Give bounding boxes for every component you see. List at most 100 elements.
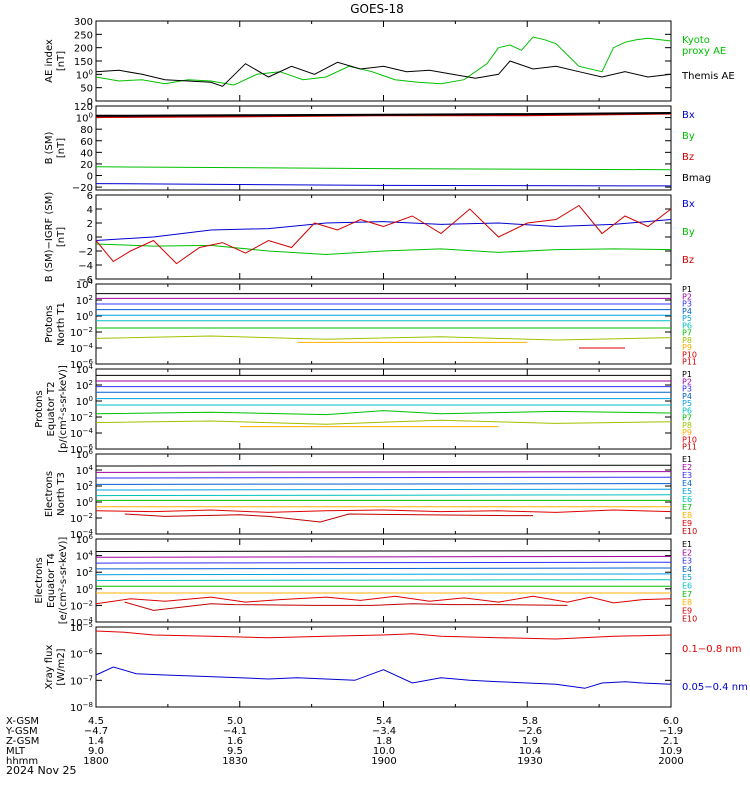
x-value-label: −2.6 (518, 726, 542, 737)
y-axis-label: [nT] (56, 138, 67, 158)
y-tick-label: 10−6 (70, 443, 94, 456)
series-line-0-1-0-8-nm (95, 630, 672, 640)
y-tick-label: 10−5 (70, 621, 93, 634)
y-tick-label: −4 (78, 261, 93, 272)
y-axis-label: [p/(cm²-s-sr-keV)] (58, 365, 69, 453)
x-value-label: −1.9 (659, 726, 683, 737)
legend: Bx By Bz (682, 199, 695, 266)
panel-frame (95, 20, 672, 102)
y-tick-label: 20 (80, 160, 93, 171)
series-line-e2 (95, 471, 672, 473)
y-axis-label: [nT] (56, 51, 67, 71)
legend-label: P2 (682, 292, 692, 301)
y-tick-label: 10−4 (70, 616, 94, 629)
legend-label: E10 (682, 615, 697, 624)
series-line-e9 (95, 595, 672, 605)
y-tick-label: 250 (74, 30, 93, 41)
y-tick-label: 60 (80, 137, 93, 148)
y-tick-label: 80 (80, 125, 93, 136)
series-line-e3 (95, 476, 672, 479)
y-tick-label: 2 (87, 219, 93, 230)
y-tick-label: 10−4 (70, 528, 94, 541)
y-tick-label: 100 (76, 583, 93, 596)
series-line-p7 (95, 410, 672, 416)
series-line-e5 (95, 488, 672, 491)
y-tick-label: 6 (87, 191, 93, 202)
y-axis-label: Protons (44, 305, 55, 342)
legend-label: E9 (682, 519, 692, 528)
y-tick-label: 50 (80, 84, 93, 95)
legend-label: E2 (682, 463, 692, 472)
series-line-bmag (95, 112, 672, 117)
y-tick-label: 102 (76, 566, 93, 579)
series-line-e10 (124, 513, 533, 523)
series-line-0-05-0-4-nm (95, 666, 672, 689)
legend-label: P11 (682, 358, 697, 367)
panel-frame (95, 626, 672, 708)
series-line-kyoto-proxy-ae (95, 36, 672, 86)
y-tick-label: 102 (76, 480, 93, 493)
y-tick-label: 0 (87, 233, 93, 244)
y-axis-label: [e/(cm²-s-sr-keV)] (58, 537, 69, 625)
y-tick-label: 10−6 (70, 358, 94, 371)
legend: Kyoto proxy AE Themis AE (681, 35, 735, 82)
x-value-label: 9.5 (227, 746, 243, 757)
x-value-label: 1.6 (227, 736, 243, 747)
y-tick-label: 150 (74, 57, 93, 68)
legend-label: P10 (682, 435, 697, 444)
y-tick-label: 4 (87, 205, 93, 216)
y-tick-label: 102 (76, 294, 93, 307)
legend-label: E3 (682, 471, 692, 480)
x-value-label: 1900 (371, 756, 396, 767)
y-axis-label: North T3 (56, 472, 67, 516)
y-axis-label: Electrons (44, 471, 55, 517)
legend-label: E4 (682, 479, 692, 488)
x-value-label: 5.8 (522, 716, 538, 727)
x-value-label: 1.4 (88, 736, 104, 747)
legend-label: E7 (682, 503, 692, 512)
y-axis-label: Equator T2 (46, 382, 57, 437)
legend-label: E5 (682, 487, 692, 496)
legend-label: P2 (682, 377, 692, 386)
y-tick-label: 104 (76, 363, 94, 376)
legend-label: E2 (682, 548, 692, 557)
x-value-label: 1.9 (522, 736, 538, 747)
y-tick-label: 100 (76, 496, 93, 509)
y-axis-label: [nT] (56, 227, 67, 247)
legend-label: E8 (682, 598, 692, 607)
x-value-label: 6.0 (663, 716, 679, 727)
y-tick-label: −6 (78, 275, 93, 286)
legend-label: P8 (682, 336, 692, 345)
y-tick-label: −2 (78, 247, 93, 258)
y-axis-label: B (SM) (44, 131, 55, 164)
legend-label: P8 (682, 421, 692, 430)
series-line-e5 (95, 573, 672, 576)
series-line-e6 (95, 494, 672, 497)
x-value-label: −3.4 (372, 726, 396, 737)
x-value-label: 5.4 (376, 716, 392, 727)
y-tick-label: 10−4 (70, 342, 94, 355)
y-tick-label: 120 (74, 102, 93, 113)
panel-xray: 10−8 10−7 10−6 10−5 Xray flux [W/m2] 0.1−0.8 n… (44, 621, 748, 714)
y-axis-label: [W/m2] (56, 648, 67, 685)
y-axis-label: Protons (34, 390, 45, 427)
series-line-by (95, 243, 672, 256)
panel-pn: 10−6 10−4 10−2 100 102 104 Protons North T1 P1P2… (44, 278, 697, 371)
legend-label: E8 (682, 511, 692, 520)
legend-label: P9 (682, 343, 692, 352)
panel-frame (95, 105, 672, 191)
legend-label: P3 (682, 385, 692, 394)
y-tick-label: 10−8 (70, 701, 93, 714)
x-value-label: 2.1 (663, 736, 679, 747)
y-tick-label: 10−2 (70, 599, 93, 612)
y-tick-label: 106 (76, 533, 94, 546)
y-tick-label: 0 (87, 97, 93, 108)
plot-title: GOES-18 (350, 2, 404, 16)
panel-pe: 10−6 10−4 10−2 100 102 104 Protons Equator T2 [p… (34, 363, 697, 456)
legend-label: E4 (682, 565, 692, 574)
